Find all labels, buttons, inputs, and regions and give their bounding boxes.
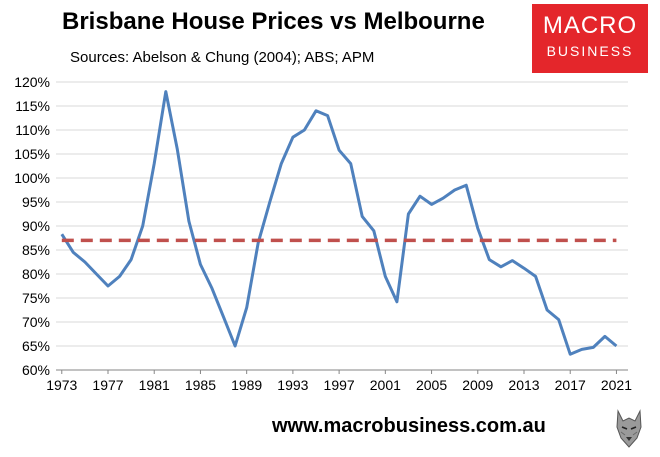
y-tick-label: 60% bbox=[22, 362, 50, 378]
x-tick-label: 2009 bbox=[462, 377, 493, 393]
logo-line2: BUSINESS bbox=[546, 43, 634, 59]
website-url[interactable]: www.macrobusiness.com.au bbox=[272, 415, 546, 437]
chart-subtitle: Sources: Abelson & Chung (2004); ABS; AP… bbox=[70, 49, 375, 66]
y-tick-label: 90% bbox=[22, 218, 50, 234]
wolf-logo-icon bbox=[612, 405, 646, 450]
y-tick-label: 80% bbox=[22, 266, 50, 282]
x-tick-label: 1981 bbox=[139, 377, 170, 393]
x-tick-label: 1989 bbox=[231, 377, 262, 393]
y-tick-label: 120% bbox=[14, 74, 50, 90]
macrobusiness-logo[interactable]: MACRO BUSINESS bbox=[532, 4, 648, 73]
x-tick-label: 1973 bbox=[46, 377, 77, 393]
x-tick-label: 1993 bbox=[277, 377, 308, 393]
price-ratio-series bbox=[60, 90, 618, 356]
x-tick-label: 2001 bbox=[370, 377, 401, 393]
y-tick-label: 65% bbox=[22, 338, 50, 354]
y-tick-label: 115% bbox=[15, 98, 50, 114]
y-tick-label: 110% bbox=[15, 122, 50, 138]
x-tick-label: 2017 bbox=[555, 377, 586, 393]
x-tick-label: 2013 bbox=[508, 377, 539, 393]
y-tick-label: 95% bbox=[22, 194, 50, 210]
x-tick-label: 2005 bbox=[416, 377, 447, 393]
x-tick-label: 1997 bbox=[324, 377, 355, 393]
x-tick-label: 1977 bbox=[92, 377, 123, 393]
x-tick-label: 2021 bbox=[601, 377, 632, 393]
y-tick-label: 70% bbox=[22, 314, 50, 330]
x-tick-label: 1985 bbox=[185, 377, 216, 393]
y-tick-label: 105% bbox=[14, 146, 50, 162]
chart-title: Brisbane House Prices vs Melbourne bbox=[62, 8, 485, 35]
logo-line1: MACRO bbox=[542, 12, 638, 39]
y-tick-label: 100% bbox=[14, 170, 50, 186]
y-tick-label: 75% bbox=[22, 290, 50, 306]
y-tick-label: 85% bbox=[22, 242, 50, 258]
